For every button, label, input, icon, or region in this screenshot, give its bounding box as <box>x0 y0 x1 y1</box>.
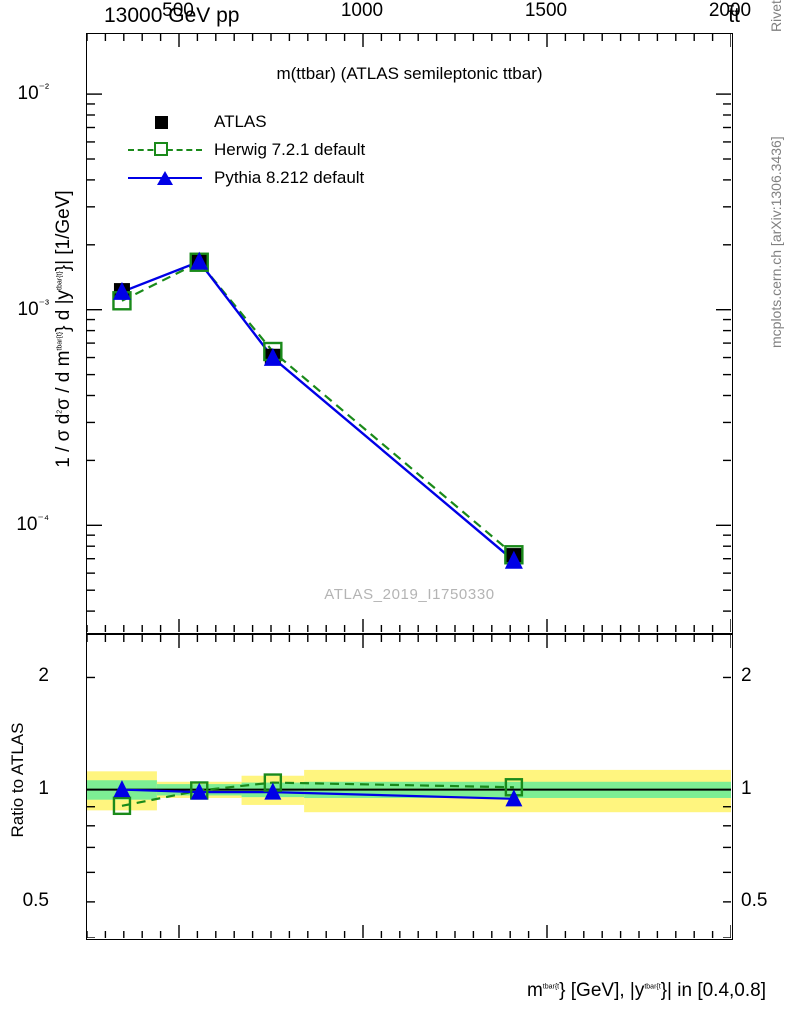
main-plot-panel[interactable] <box>86 33 733 634</box>
y-tick-label-ratio-right: 0.5 <box>741 889 768 911</box>
y-tick-label-main: 10⁻³ <box>17 296 49 320</box>
xlabel-p3: }| in [0.4,0.8] <box>660 980 766 1001</box>
x-tick-label: 1500 <box>524 0 568 21</box>
ylabel-sup2: 2 <box>56 409 64 414</box>
x-tick-label: 500 <box>162 0 194 21</box>
xlabel-sup2: tbar{t <box>644 983 661 991</box>
xlabel-p2: } [GeV], |y <box>559 980 645 1001</box>
legend-key-herwig <box>128 140 202 160</box>
collision-energy-label: 13000 GeV pp <box>104 4 240 27</box>
marker-pythia <box>504 550 523 569</box>
y-tick-label-ratio-left: 2 <box>38 665 49 687</box>
ylabel-p3: σ / d m <box>53 350 74 410</box>
legend-item-pythia[interactable]: Pythia 8.212 default <box>128 164 365 192</box>
main-plot-canvas <box>87 34 731 632</box>
rivet-version-note: Rivet 3.1.10, ≥ 400k events <box>768 0 784 32</box>
process-label: t̄t <box>728 4 740 28</box>
series-line-pythia <box>121 260 515 562</box>
x-tick-label: 1000 <box>340 0 384 21</box>
xlabel-sup1: tbar{t <box>542 983 560 991</box>
ratio-y-axis-label: Ratio to ATLAS <box>8 722 27 838</box>
y-tick-label-main: 10⁻⁴ <box>16 512 49 536</box>
legend-item-herwig[interactable]: Herwig 7.2.1 default <box>128 136 365 164</box>
filled-square-icon <box>155 116 168 129</box>
y-tick-label-ratio-right: 2 <box>741 665 752 687</box>
marker-pythia <box>263 347 282 366</box>
process-label-text2: t <box>734 4 740 27</box>
legend-label-pythia: Pythia 8.212 default <box>214 168 365 187</box>
legend-item-atlas[interactable]: ATLAS <box>128 108 365 136</box>
legend: ATLAS Herwig 7.2.1 default Pythia 8.212 … <box>128 108 365 192</box>
y-tick-label-ratio-left: 1 <box>38 777 49 799</box>
y-tick-label-main: 10⁻² <box>17 80 49 105</box>
ylabel-p5: }| [1/GeV] <box>53 190 74 272</box>
legend-key-pythia <box>128 168 202 188</box>
x-axis-label: mtbar{t} [GeV], |ytbar{t}| in [0.4,0.8] <box>86 980 766 1002</box>
mcplots-source-note: mcplots.cern.ch [arXiv:1306.3436] <box>768 136 784 348</box>
ylabel-sup-m: tbar{t} <box>56 331 64 351</box>
legend-key-atlas <box>128 112 202 132</box>
y-tick-label-ratio-left: 0.5 <box>22 889 49 911</box>
ratio-plot-canvas <box>87 635 731 938</box>
x-tick-label: 2000 <box>708 0 752 21</box>
triangle-icon <box>157 171 173 185</box>
marker-pythia <box>190 251 209 270</box>
legend-label-atlas: ATLAS <box>214 112 267 131</box>
plot-title: m(ttbar) (ATLAS semileptonic ttbar) <box>276 64 543 83</box>
ratio-marker-pythia <box>505 789 523 807</box>
ylabel-p4: } d |y <box>53 289 74 332</box>
marker-pythia <box>112 281 131 300</box>
ylabel-sup-y: tbar{t} <box>56 271 64 290</box>
ratio-plot-panel[interactable] <box>86 634 733 940</box>
ylabel-p1: 1 / <box>53 441 74 468</box>
ratio-line-pythia <box>121 788 514 800</box>
legend-label-herwig: Herwig 7.2.1 default <box>214 140 366 159</box>
ratio-marker-herwig <box>112 796 132 816</box>
ratio-marker-pythia <box>113 780 131 798</box>
ratio-marker-pythia <box>190 782 208 800</box>
ylabel-p2: d <box>53 413 74 430</box>
y-tick-label-ratio-right: 1 <box>741 777 752 799</box>
y-axis-label: 1 / σ d2σ / d mtbar{t}} d |ytbar{t}}| [1… <box>53 29 75 629</box>
ratio-line-herwig <box>121 781 514 807</box>
ratio-marker-pythia <box>264 782 282 800</box>
xlabel-p1: m <box>526 980 543 1001</box>
process-label-text: t̄ <box>728 4 735 27</box>
analysis-watermark: ATLAS_2019_I1750330 <box>324 586 495 603</box>
ylabel-sigma: σ <box>53 429 74 442</box>
open-square-icon <box>154 142 168 156</box>
